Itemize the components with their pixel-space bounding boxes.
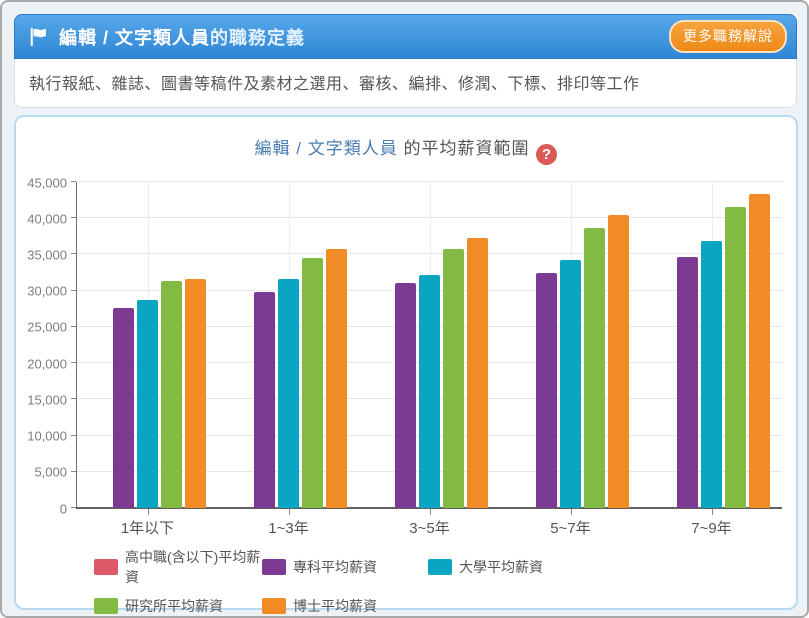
legend-label: 專科平均薪資 [293, 559, 377, 575]
legend-item-高中職(含以下)平均薪資[interactable]: 高中職(含以下)平均薪資 [94, 547, 262, 587]
y-axis-tick [71, 362, 76, 364]
bar-專科平均薪資-1~3年[interactable] [253, 292, 275, 508]
x-axis-line [76, 507, 782, 509]
x-axis-tick [288, 509, 290, 515]
bar-大學平均薪資-7~9年[interactable] [700, 240, 722, 508]
legend-swatch [262, 598, 286, 614]
gridline-horizontal [77, 181, 782, 182]
x-axis-label: 1年以下 [120, 520, 175, 537]
more-job-info-button[interactable]: 更多職務解說 [669, 20, 787, 53]
bar-研究所平均薪資-1年以下[interactable] [160, 281, 182, 508]
chart-title-suffix: 的平均薪資範圍 [397, 139, 530, 158]
bar-專科平均薪資-7~9年[interactable] [676, 257, 698, 508]
x-axis-tick [147, 509, 149, 515]
y-axis-tick [71, 253, 76, 255]
bar-研究所平均薪資-7~9年[interactable] [724, 207, 746, 508]
salary-chart-panel: 編輯 / 文字類人員 的平均薪資範圍? 0 5,000 10,000 15,000 20… [14, 115, 798, 614]
y-axis-tick [71, 398, 76, 400]
y-axis-line [76, 182, 77, 508]
y-axis-tick [71, 181, 76, 182]
bar-大學平均薪資-5~7年[interactable] [559, 260, 581, 508]
legend-swatch [94, 598, 118, 614]
legend-item-博士平均薪資[interactable]: 博士平均薪資 [262, 596, 428, 616]
page-title: 編輯 / 文字類人員的職務定義 [59, 24, 305, 50]
y-axis-tick [71, 470, 76, 472]
legend-item-大學平均薪資[interactable]: 大學平均薪資 [428, 547, 543, 587]
y-axis-label: 45,000 [27, 175, 67, 190]
chart-title: 編輯 / 文字類人員 的平均薪資範圍? [16, 134, 796, 165]
x-axis-label: 7~9年 [691, 520, 732, 537]
legend-label: 高中職(含以下)平均薪資 [125, 549, 261, 585]
bar-博士平均薪資-3~5年[interactable] [466, 237, 488, 508]
help-icon[interactable]: ? [536, 144, 558, 165]
bar-chart-plot-area: 0 5,000 10,000 15,000 20,000 25,000 30,000 35,0… [27, 175, 782, 537]
header-bar: 編輯 / 文字類人員的職務定義 更多職務解說 [14, 14, 797, 59]
y-axis-label: 15,000 [27, 392, 67, 408]
legend-swatch [428, 559, 452, 575]
bar-博士平均薪資-5~7年[interactable] [607, 214, 629, 508]
y-axis-tick [71, 507, 76, 508]
y-axis-label: 5,000 [34, 464, 67, 480]
y-axis-tick [71, 217, 76, 219]
bar-研究所平均薪資-3~5年[interactable] [442, 249, 464, 508]
y-axis-label: 0 [59, 501, 67, 516]
chart-legend: 高中職(含以下)平均薪資 專科平均薪資 大學平均薪資研究所平均薪資 博士平均薪資 [94, 547, 543, 616]
legend-item-專科平均薪資[interactable]: 專科平均薪資 [262, 547, 428, 587]
job-definition-box: 編輯 / 文字類人員的職務定義 更多職務解說 執行報紙、雜誌、圖書等稿件及素材之… [14, 14, 797, 108]
x-axis-tick [570, 509, 572, 515]
y-axis-tick [71, 325, 76, 327]
legend-label: 大學平均薪資 [459, 559, 543, 575]
bar-博士平均薪資-1年以下[interactable] [184, 279, 206, 508]
bar-專科平均薪資-3~5年[interactable] [394, 282, 416, 508]
x-axis-label: 1~3年 [268, 520, 309, 537]
x-axis-label: 5~7年 [550, 520, 591, 537]
job-description-text: 執行報紙、雜誌、圖書等稿件及素材之選用、審核、編排、修潤、下標、排印等工作 [14, 59, 797, 108]
bar-大學平均薪資-1年以下[interactable] [136, 300, 158, 508]
y-axis-tick [71, 434, 76, 436]
x-axis-tick [429, 509, 431, 515]
y-axis-label: 35,000 [27, 247, 67, 263]
bar-博士平均薪資-7~9年[interactable] [748, 193, 770, 508]
page-title-suffix: 的職務定義 [210, 27, 306, 48]
y-axis-label: 25,000 [27, 319, 67, 335]
x-axis-tick [711, 509, 713, 515]
bar-博士平均薪資-1~3年[interactable] [325, 249, 347, 508]
page-title-occupation: 編輯 / 文字類人員 [59, 27, 211, 48]
y-axis-label: 40,000 [27, 211, 67, 227]
chart-title-occupation-link[interactable]: 編輯 / 文字類人員 [254, 139, 398, 158]
bar-專科平均薪資-1年以下[interactable] [112, 308, 134, 508]
legend-item-研究所平均薪資[interactable]: 研究所平均薪資 [94, 596, 262, 616]
legend-swatch [262, 559, 286, 575]
legend-label: 研究所平均薪資 [125, 598, 223, 614]
x-axis-label: 3~5年 [409, 520, 450, 537]
bar-研究所平均薪資-5~7年[interactable] [583, 227, 605, 508]
bar-研究所平均薪資-1~3年[interactable] [301, 258, 323, 508]
y-axis-label: 30,000 [27, 283, 67, 299]
flag-icon [30, 27, 46, 46]
y-axis-label: 20,000 [27, 356, 67, 372]
y-axis-tick [71, 289, 76, 291]
bar-大學平均薪資-3~5年[interactable] [418, 275, 440, 508]
bar-大學平均薪資-1~3年[interactable] [277, 279, 299, 508]
y-axis-label: 10,000 [27, 428, 67, 444]
bar-專科平均薪資-5~7年[interactable] [535, 272, 557, 508]
legend-swatch [94, 559, 118, 575]
legend-label: 博士平均薪資 [293, 598, 377, 614]
